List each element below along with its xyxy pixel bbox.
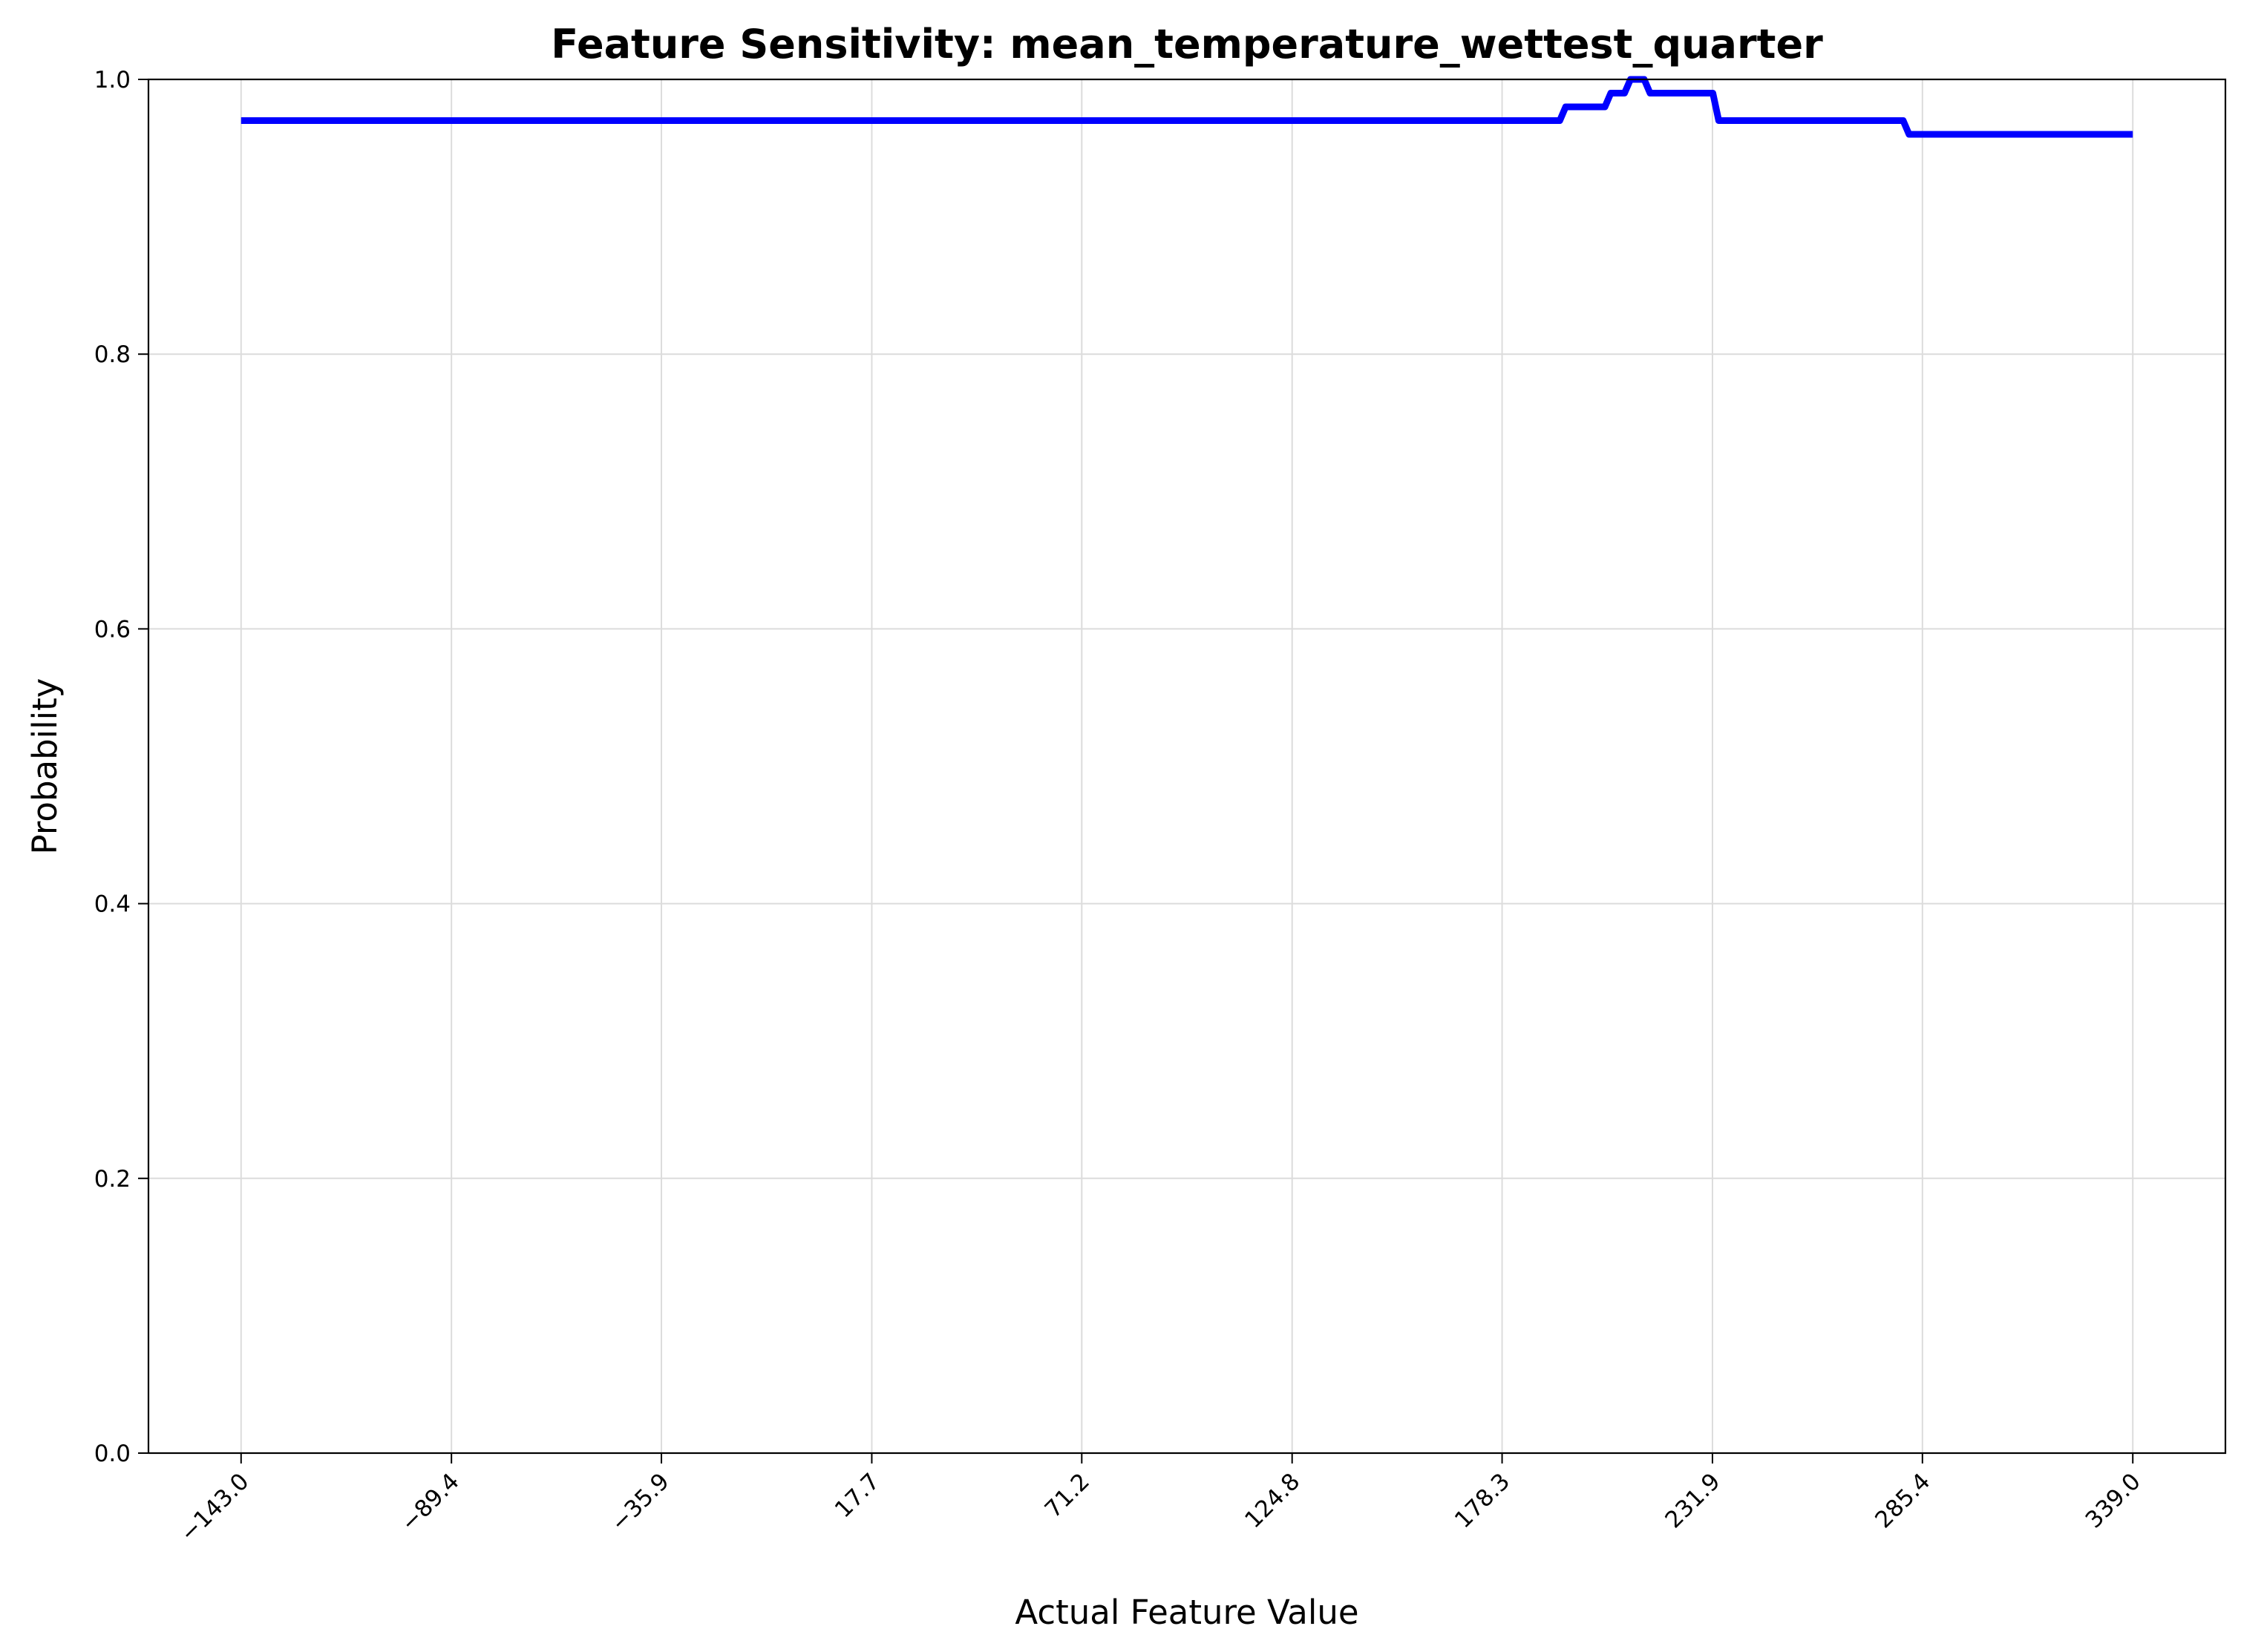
y-axis-ticks: 0.0 0.2 0.4 0.6 0.8 1.0 [94,67,148,1467]
y-tick-label: 0.0 [94,1440,131,1467]
chart-title: Feature Sensitivity: mean_temperature_we… [551,21,1823,68]
grid [148,79,2225,1453]
y-tick-label: 0.2 [94,1166,131,1193]
y-tick-label: 1.0 [94,67,131,94]
x-axis-title: Actual Feature Value [1015,1593,1358,1632]
y-axis-title: Probability [25,678,65,855]
plot-frame [147,78,2227,1455]
y-tick-label: 0.4 [94,891,131,918]
series-layer [241,76,2133,138]
series-line-probability [241,76,2133,138]
y-tick-label: 0.8 [94,341,131,368]
y-tick-label: 0.6 [94,616,131,643]
